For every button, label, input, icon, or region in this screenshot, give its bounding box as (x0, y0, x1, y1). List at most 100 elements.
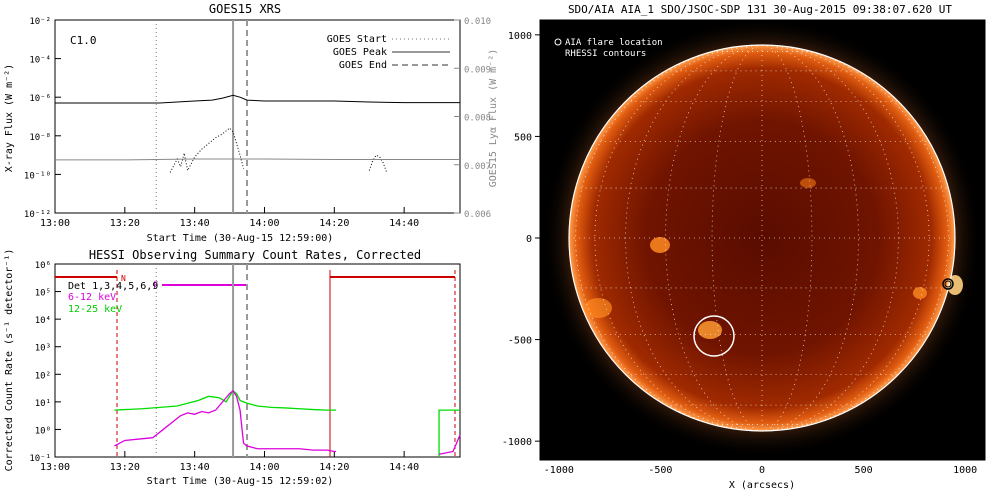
y-tick-label: 10⁻⁶ (29, 94, 51, 104)
hessi-panel: HESSI Observing Summary Count Rates, Cor… (4, 248, 461, 487)
solar-disk (569, 45, 955, 431)
y-tick-label-right: 0.007 (464, 162, 491, 172)
legend-hessi-6-12: 6-12 keV (68, 292, 116, 303)
y-tick-label: 0 (526, 234, 532, 245)
heliographic-grid (569, 44, 955, 432)
y-tick-label-right: 0.006 (464, 210, 491, 220)
x-tick-label: 13:00 (40, 218, 70, 229)
active-region (698, 321, 722, 339)
aia-x-label: X (arcsecs) (729, 480, 795, 491)
legend-aia-flare: AIA flare location (565, 38, 663, 48)
x-tick-label: 13:40 (180, 218, 210, 229)
x-tick-label: 13:00 (40, 462, 70, 473)
aia-image (542, 20, 982, 458)
x-tick-label: 14:40 (389, 218, 419, 229)
solar-limb (568, 44, 956, 432)
aia-panel: SDO/AIA AIA_1 SDO/JSOC-SDP 131 30-Aug-20… (502, 3, 986, 491)
aia-flare-location-marker (693, 315, 735, 357)
goes-panel: GOES15 XRS 13:00 13:20 13:40 14:00 14:20 14:4… (4, 2, 499, 244)
goes-series-line (169, 127, 245, 173)
goes-title: GOES15 XRS (209, 2, 281, 16)
hessi-x-label: Start Time (30-Aug-15 12:59:02) (147, 476, 334, 487)
hessi-series-line (438, 434, 461, 455)
hessi-legend: Det 1,3,4,5,6,9 6-12 keV 12-25 keV (68, 281, 158, 315)
hessi-series-group (114, 389, 461, 457)
rhessi-contour (942, 278, 954, 290)
y-tick-label: 10⁻⁸ (29, 133, 51, 143)
y-tick-label: -1000 (502, 437, 532, 448)
y-tick-label: 10⁰ (35, 426, 51, 436)
y-tick-label: 10⁻⁴ (29, 56, 51, 66)
y-tick-label-right: 0.008 (464, 114, 491, 124)
y-tick-label: 10³ (35, 344, 51, 354)
legend-hessi-det: Det 1,3,4,5,6,9 (68, 281, 158, 292)
goes-flare-class: C1.0 (70, 34, 97, 47)
legend-goes-start: GOES Start (327, 34, 387, 45)
x-tick-label: 13:20 (110, 462, 140, 473)
longitude-line (625, 44, 763, 432)
hessi-plot-frame (54, 263, 461, 458)
x-tick-label: 14:20 (319, 462, 349, 473)
goes-y-label-right: GOES15 Lyα Flux (W m⁻²) (488, 49, 499, 187)
y-tick-label: 1000 (508, 31, 532, 42)
x-tick-label: 1000 (953, 465, 977, 476)
x-tick-label: 14:20 (319, 218, 349, 229)
goes-series-line (55, 158, 460, 161)
goes-y-axis-right: 0.010 0.009 0.008 0.007 0.006 (454, 17, 491, 220)
legend-rhessi: RHESSI contours (565, 49, 646, 59)
y-tick-label: -500 (508, 336, 532, 347)
hessi-series-line (438, 409, 460, 457)
longitude-line (761, 44, 859, 432)
x-tick-label: -1000 (544, 465, 574, 476)
hessi-night-label: N (121, 274, 126, 283)
y-tick-label: 10¹ (35, 399, 51, 409)
goes-series-line (55, 94, 460, 104)
y-tick-label: 10² (35, 371, 51, 381)
x-tick-label: 0 (759, 465, 765, 476)
active-region (584, 298, 612, 318)
goes-series-group (55, 94, 460, 173)
x-tick-label: 13:20 (110, 218, 140, 229)
aia-title: SDO/AIA AIA_1 SDO/JSOC-SDP 131 30-Aug-20… (568, 3, 952, 16)
hessi-flare-label: F (153, 281, 158, 291)
y-tick-label: 10⁻¹² (24, 210, 51, 220)
active-region (913, 287, 927, 299)
goes-y-axis: 10⁻² 10⁻⁴ 10⁻⁶ 10⁻⁸ 10⁻¹⁰ 10⁻¹² (24, 17, 61, 220)
hessi-title: HESSI Observing Summary Count Rates, Cor… (89, 248, 421, 262)
y-tick-label-right: 0.009 (464, 65, 491, 75)
longitude-line (761, 44, 899, 432)
hessi-y-axis: 10⁶ 10⁵ 10⁴ 10³ 10² 10¹ 10⁰ 10⁻¹ (29, 261, 61, 464)
longitude-line (575, 44, 763, 432)
goes-x-label: Start Time (30-Aug-15 12:59:00) (147, 233, 334, 244)
legend-hessi-12-25: 12-25 keV (68, 304, 122, 315)
active-region (650, 237, 670, 253)
goes-legend: GOES Start GOES Peak GOES End (327, 34, 450, 71)
x-tick-label: -500 (648, 465, 672, 476)
goes-event-lines (155, 20, 249, 213)
y-tick-label: 10⁶ (35, 261, 51, 271)
y-tick-label-right: 0.010 (464, 17, 491, 27)
legend-goes-end: GOES End (339, 60, 387, 71)
y-tick-label: 10⁻¹⁰ (24, 171, 51, 181)
goes-y-label: X-ray Flux (W m⁻²) (4, 64, 15, 172)
hessi-series-line (114, 389, 337, 411)
y-tick-label: 500 (514, 132, 532, 143)
x-tick-label: 500 (855, 465, 873, 476)
y-tick-label: 10⁴ (35, 316, 51, 326)
goes-plot-frame (54, 19, 461, 214)
aia-x-axis: -1000 -500 0 500 1000 (544, 454, 977, 476)
goes-x-axis: 13:00 13:20 13:40 14:00 14:20 14:40 (40, 207, 419, 229)
aia-y-axis: 1000 500 0 -500 -1000 (502, 31, 540, 448)
legend-goes-peak: GOES Peak (333, 47, 387, 58)
x-tick-label: 14:00 (249, 218, 279, 229)
longitude-line (665, 44, 763, 432)
goes-series-line (368, 154, 388, 173)
x-tick-label: 14:40 (389, 462, 419, 473)
longitude-line (761, 44, 949, 432)
hessi-y-label: Corrected Count Rate (s⁻¹ detector⁻¹) (4, 249, 15, 472)
y-tick-label: 10⁻¹ (29, 454, 51, 464)
x-tick-label: 14:00 (249, 462, 279, 473)
hessi-series-line (114, 389, 337, 453)
y-tick-label: 10⁵ (35, 289, 51, 299)
